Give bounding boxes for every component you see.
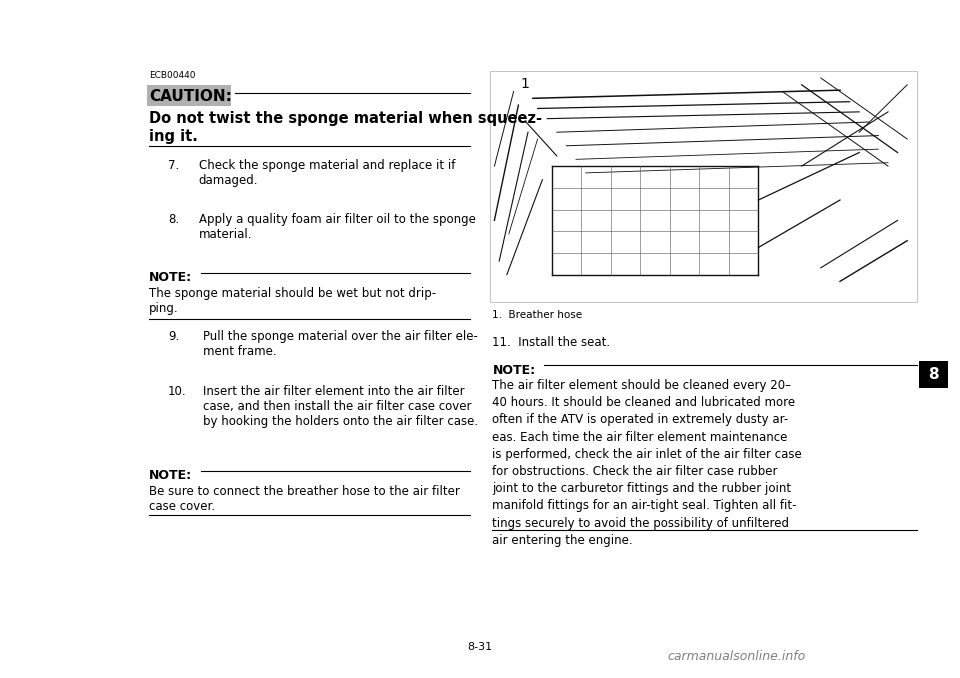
Text: Pull the sponge material over the air filter ele-
ment frame.: Pull the sponge material over the air fi… <box>203 330 477 357</box>
Text: The air filter element should be cleaned every 20–
40 hours. It should be cleane: The air filter element should be cleaned… <box>492 379 803 546</box>
Text: 9.: 9. <box>168 330 180 342</box>
FancyBboxPatch shape <box>919 361 948 388</box>
Text: NOTE:: NOTE: <box>149 271 192 284</box>
Text: 7.: 7. <box>168 159 180 172</box>
Text: 8-31: 8-31 <box>468 642 492 652</box>
FancyBboxPatch shape <box>490 71 917 302</box>
Text: Check the sponge material and replace it if
damaged.: Check the sponge material and replace it… <box>199 159 455 186</box>
Text: Do not twist the sponge material when squeez-
ing it.: Do not twist the sponge material when sq… <box>149 111 541 144</box>
Text: 1: 1 <box>520 77 529 91</box>
Text: Be sure to connect the breather hose to the air filter
case cover.: Be sure to connect the breather hose to … <box>149 485 460 513</box>
Text: ECB00440: ECB00440 <box>149 71 195 80</box>
Text: 11.  Install the seat.: 11. Install the seat. <box>492 336 611 348</box>
Text: NOTE:: NOTE: <box>492 364 536 377</box>
FancyBboxPatch shape <box>147 85 231 106</box>
Text: 10.: 10. <box>168 385 186 398</box>
Text: Insert the air filter element into the air filter
case, and then install the air: Insert the air filter element into the a… <box>203 385 478 428</box>
Text: NOTE:: NOTE: <box>149 469 192 482</box>
Text: 8: 8 <box>927 367 939 382</box>
Text: Apply a quality foam air filter oil to the sponge
material.: Apply a quality foam air filter oil to t… <box>199 213 475 241</box>
Text: 8.: 8. <box>168 213 180 226</box>
Text: CAUTION:: CAUTION: <box>149 89 231 104</box>
Text: 1.  Breather hose: 1. Breather hose <box>492 310 583 320</box>
Text: carmanualsonline.info: carmanualsonline.info <box>667 650 805 663</box>
Text: The sponge material should be wet but not drip-
ping.: The sponge material should be wet but no… <box>149 287 436 315</box>
